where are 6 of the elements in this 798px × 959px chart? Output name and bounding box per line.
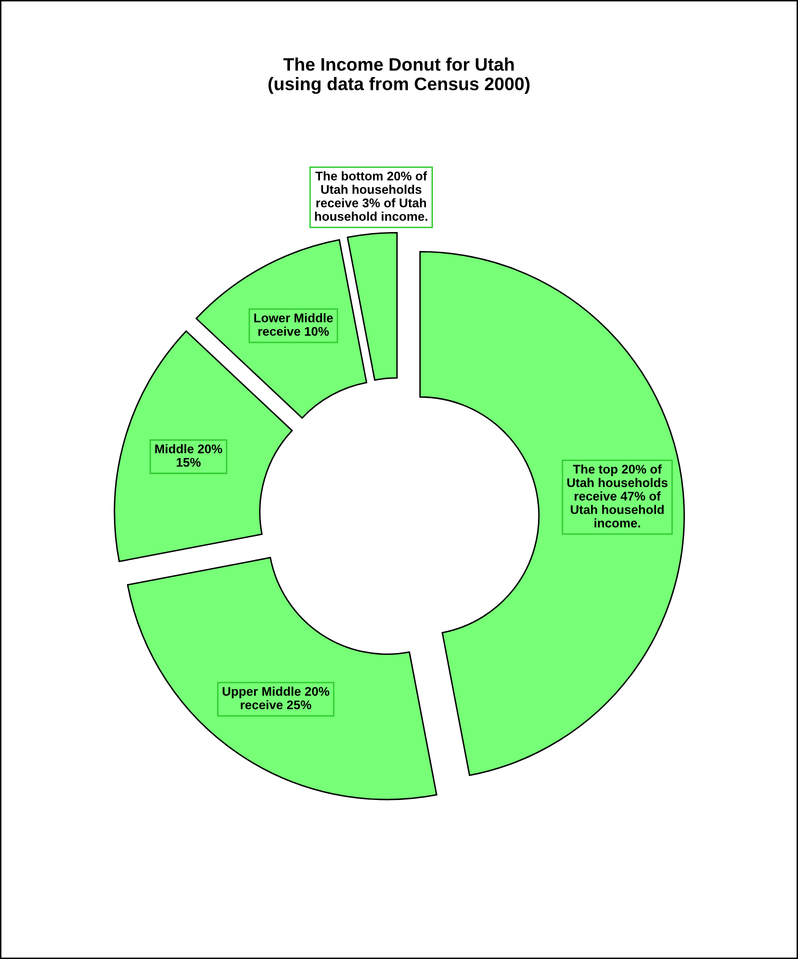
chart-title: The Income Donut for Utah (using data from Census 2000): [268, 58, 530, 94]
slice-label: Upper Middle 20% receive 25%: [222, 686, 330, 710]
slice-label: The top 20% of Utah households receive 47% of Utah household income.: [567, 464, 668, 528]
slice-label: Middle 20% 15%: [155, 444, 222, 467]
slice-label: The bottom 20% of Utah households receive 3% of Utah household income.: [315, 171, 428, 221]
slice-label: Lower Middle receive 10%: [254, 313, 333, 336]
